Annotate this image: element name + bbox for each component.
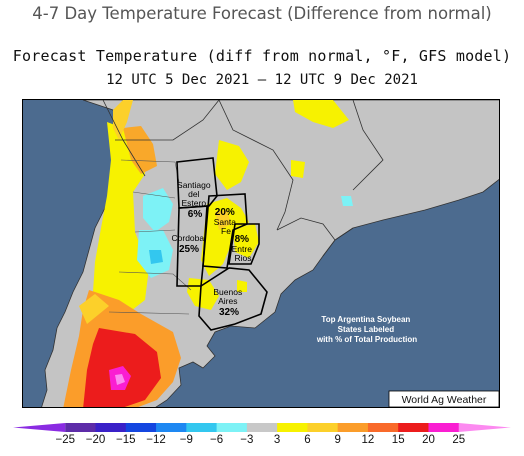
colorbar-tick-label: 20 bbox=[422, 434, 435, 445]
map-note: Top Argentina Soybean States Labeled wit… bbox=[316, 315, 417, 344]
colorbar-swatch bbox=[216, 423, 248, 432]
province-name-line: Santa bbox=[214, 217, 236, 227]
temp-zone-light-blue bbox=[149, 250, 163, 264]
province-share: 6% bbox=[188, 209, 203, 220]
temp-zone-yellow-west bbox=[93, 122, 149, 314]
colorbar-swatch bbox=[246, 423, 278, 432]
map-subtitle: 12 UTC 5 Dec 2021 — 12 UTC 9 Dec 2021 bbox=[106, 72, 418, 88]
colorbar-swatch bbox=[307, 423, 339, 432]
label-santiago-del-estero: Santiago del Estero 6% bbox=[177, 180, 213, 220]
colorbar-tick-label: 15 bbox=[392, 434, 405, 445]
province-labels: Santiago del Estero 6% 20% Santa Fe Cord… bbox=[172, 180, 255, 318]
temp-zone-yellow-coast bbox=[237, 280, 247, 292]
colorbar-labels: −25 −20 −15 −12 −9 −6 −3 3 6 9 12 15 20 25 bbox=[56, 434, 466, 446]
province-name-line: Aires bbox=[218, 296, 237, 306]
colorbar-swatch bbox=[13, 423, 66, 432]
province-name-line: Rios bbox=[234, 253, 251, 263]
province-share: 8% bbox=[235, 234, 250, 245]
colorbar-swatch bbox=[458, 423, 511, 432]
colorbar-swatch bbox=[277, 423, 308, 432]
colorbar-tick-label: 9 bbox=[334, 434, 340, 445]
soybean-province-outlines bbox=[176, 157, 268, 331]
label-cordoba: Cordoba 25% bbox=[172, 233, 207, 255]
temp-zone-yellow-north bbox=[215, 140, 249, 190]
credit-box bbox=[388, 390, 499, 407]
colorbar-tick-label: 3 bbox=[274, 434, 280, 445]
label-entre-rios: 8% Entre Rios bbox=[232, 234, 255, 263]
map-note-line: States Labeled bbox=[338, 325, 395, 334]
label-buenos-aires: Buenos Aires 32% bbox=[213, 287, 244, 318]
country-borders bbox=[102, 100, 384, 257]
map-title: Forecast Temperature (diff from normal, … bbox=[12, 47, 512, 65]
colorbar-tick-label: −9 bbox=[180, 434, 193, 445]
province-share: 25% bbox=[179, 244, 199, 255]
colorbar-swatch bbox=[428, 423, 460, 432]
colorbar-tick-label: −15 bbox=[116, 434, 136, 445]
colorbar-swatch bbox=[186, 423, 218, 432]
province-name-line: Santiago bbox=[177, 180, 211, 190]
province-name-line: Cordoba bbox=[172, 233, 205, 243]
colorbar-swatches bbox=[13, 423, 511, 432]
province-share: 32% bbox=[219, 307, 239, 318]
temp-zone-yellow-santa-fe bbox=[201, 198, 249, 276]
colorbar-tick-label: −3 bbox=[240, 434, 253, 445]
page-title: 4-7 Day Temperature Forecast (Difference… bbox=[32, 4, 492, 23]
colorbar-tick-label: 6 bbox=[304, 434, 310, 445]
credit-text: World Ag Weather bbox=[402, 394, 487, 406]
temp-zone-light-orange-south bbox=[79, 294, 109, 324]
colorbar-swatch bbox=[65, 423, 97, 432]
province-name-line: Entre bbox=[232, 244, 253, 254]
province-share: 20% bbox=[215, 207, 235, 218]
label-santa-fe: 20% Santa Fe bbox=[214, 207, 239, 236]
temp-zone-yellow-northeast bbox=[293, 100, 349, 128]
colorbar-swatch bbox=[398, 423, 429, 432]
colorbar-swatch bbox=[367, 423, 399, 432]
map-note-line: with % of Total Production bbox=[316, 335, 417, 344]
colorbar-tick-label: 12 bbox=[362, 434, 375, 445]
colorbar-tick-label: 25 bbox=[452, 434, 465, 445]
province-name-line: del bbox=[188, 189, 199, 199]
province-name-line: Fe bbox=[221, 226, 231, 236]
colorbar-tick-label: −20 bbox=[86, 434, 106, 445]
colorbar-swatch bbox=[337, 423, 369, 432]
temp-zone-yellow-brazil bbox=[291, 160, 305, 178]
map-note-line: Top Argentina Soybean bbox=[321, 315, 410, 324]
temp-zone-pink bbox=[115, 374, 125, 385]
province-borders bbox=[108, 159, 192, 315]
colorbar-tick-label: −25 bbox=[56, 434, 76, 445]
temp-zone-orange-santa-fe bbox=[215, 210, 231, 230]
colorbar-swatch bbox=[156, 423, 187, 432]
colorbar-swatch bbox=[95, 423, 127, 432]
forecast-map: Santiago del Estero 6% 20% Santa Fe Cord… bbox=[22, 99, 500, 408]
colorbar-tick-label: −12 bbox=[146, 434, 166, 445]
temp-zone-cyan-north bbox=[143, 188, 173, 232]
temp-zone-cyan-uruguay bbox=[341, 196, 353, 206]
colorbar-tick-label: −6 bbox=[210, 434, 223, 445]
temp-zone-orange-andes bbox=[123, 126, 157, 174]
province-name-line: Estero bbox=[182, 198, 207, 208]
colorbar-swatch bbox=[125, 423, 157, 432]
color-scale-legend: −25 −20 −15 −12 −9 −6 −3 3 6 9 12 15 20 25 bbox=[11, 415, 512, 446]
temp-zone-yellow-entre-rios bbox=[233, 224, 259, 258]
province-name-line: Buenos bbox=[213, 287, 242, 297]
